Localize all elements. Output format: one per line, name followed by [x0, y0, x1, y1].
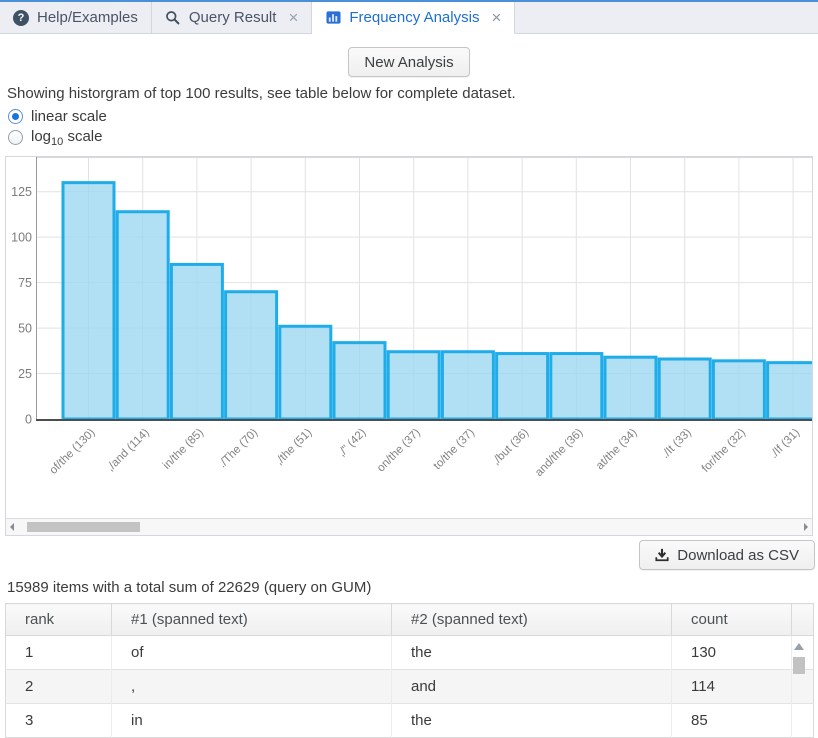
scroll-right-arrow-icon[interactable]: [804, 523, 808, 531]
histogram-bar: [551, 354, 602, 419]
table-cell: 2: [6, 670, 112, 704]
x-tick-label: ,/but (36): [490, 427, 531, 468]
table-cell: in: [112, 704, 392, 738]
x-tick-label: ./If (31): [768, 427, 802, 461]
column-header-scrollbar: [792, 604, 814, 636]
y-tick-label: 0: [25, 413, 32, 427]
linear-scale-label: linear scale: [31, 108, 107, 125]
table-cell: ,: [112, 670, 392, 704]
table-cell: [792, 670, 814, 704]
tab-query-result[interactable]: Query Result ×: [152, 2, 312, 33]
table-cell: the: [392, 704, 672, 738]
log-scale-option[interactable]: log10 scale: [8, 127, 811, 148]
histogram-bar: [442, 352, 493, 419]
histogram-bar: [388, 352, 439, 419]
x-tick-label: and/the (36): [533, 427, 585, 479]
frequency-histogram: 0 25 50 75 100 125 of/the (130),/and (114)in/t…: [6, 157, 812, 518]
x-tick-label: ,/the (51): [273, 427, 314, 468]
scroll-left-arrow-icon[interactable]: [10, 523, 14, 531]
x-tick-label: ,/" (42): [336, 427, 369, 460]
x-tick-label: ./It (33): [660, 427, 694, 461]
log-scale-label: log10 scale: [31, 128, 102, 148]
tab-bar: ?Help/ExamplesQuery Result×Frequency Ana…: [0, 2, 818, 34]
new-analysis-button[interactable]: New Analysis: [348, 47, 469, 77]
summary-text: 15989 items with a total sum of 22629 (q…: [7, 579, 811, 596]
table-vertical-scrollbar[interactable]: [792, 643, 805, 674]
histogram-bar: [659, 359, 710, 419]
download-csv-button[interactable]: Download as CSV: [639, 540, 815, 570]
tab-label: Help/Examples: [37, 9, 138, 26]
download-label: Download as CSV: [677, 547, 799, 564]
bar-chart-icon: [325, 10, 341, 26]
linear-scale-option[interactable]: linear scale: [8, 106, 811, 127]
column-header-2-spanned-text: #2 (spanned text): [392, 604, 672, 636]
radio-selected-icon[interactable]: [8, 109, 23, 124]
scale-options: linear scale log10 scale: [8, 106, 811, 148]
tab-label: Query Result: [189, 9, 277, 26]
x-tick-label: for/the (32): [700, 427, 748, 475]
result-table-wrap: rank#1 (spanned text)#2 (spanned text)co…: [5, 603, 813, 738]
table-cell: and: [392, 670, 672, 704]
column-header-1-spanned-text: #1 (spanned text): [112, 604, 392, 636]
scroll-up-arrow-icon[interactable]: [794, 643, 804, 650]
histogram-bar: [63, 183, 114, 419]
y-tick-label: 75: [18, 276, 32, 290]
table-cell: the: [392, 636, 672, 670]
x-tick-label: to/the (37): [431, 427, 477, 473]
table-scrollbar-thumb[interactable]: [793, 657, 805, 674]
table-cell: 1: [6, 636, 112, 670]
histogram-bar: [605, 357, 656, 419]
table-row[interactable]: 3inthe85: [6, 704, 814, 738]
histogram-bar: [497, 354, 548, 419]
table-header-row: rank#1 (spanned text)#2 (spanned text)co…: [6, 604, 814, 636]
chart-panel: 0 25 50 75 100 125 of/the (130),/and (114)in/t…: [5, 156, 813, 536]
column-header-count: count: [672, 604, 792, 636]
table-cell: 130: [672, 636, 792, 670]
table-cell: 114: [672, 670, 792, 704]
chart-scrollbar-thumb[interactable]: [27, 522, 140, 532]
table-cell: 85: [672, 704, 792, 738]
histogram-bar: [117, 212, 168, 419]
x-tick-label: in/the (85): [161, 427, 206, 472]
histogram-bar: [713, 361, 764, 419]
magnifier-icon: [165, 10, 181, 26]
y-tick-label: 25: [18, 367, 32, 381]
x-tick-label: of/the (130): [48, 427, 98, 477]
y-tick-label: 50: [18, 322, 32, 336]
y-tick-label: 100: [11, 231, 32, 245]
histogram-bar: [334, 343, 385, 419]
result-table: rank#1 (spanned text)#2 (spanned text)co…: [5, 603, 814, 738]
histogram-bar: [171, 264, 222, 419]
chart-horizontal-scrollbar[interactable]: [6, 518, 812, 535]
tab-label: Frequency Analysis: [349, 9, 479, 26]
histogram-bar: [280, 326, 331, 419]
table-row[interactable]: 1ofthe130: [6, 636, 814, 670]
histogram-bar: [226, 292, 277, 419]
radio-unselected-icon[interactable]: [8, 130, 23, 145]
x-tick-label: at/the (34): [594, 427, 640, 473]
y-tick-label: 125: [11, 185, 32, 199]
table-row[interactable]: 2,and114: [6, 670, 814, 704]
download-icon: [655, 548, 669, 562]
table-cell: of: [112, 636, 392, 670]
close-icon[interactable]: ×: [288, 9, 298, 26]
column-header-rank: rank: [6, 604, 112, 636]
tab-help-examples[interactable]: ? Help/Examples: [0, 2, 152, 33]
close-icon[interactable]: ×: [491, 9, 501, 26]
description-text: Showing historgram of top 100 results, s…: [7, 85, 811, 102]
download-row: Download as CSV: [0, 540, 815, 570]
table-cell: 3: [6, 704, 112, 738]
x-tick-label: ,/and (114): [105, 427, 152, 474]
tab-frequency-analysis[interactable]: Frequency Analysis ×: [312, 2, 515, 34]
x-tick-label: ./The (70): [216, 427, 260, 471]
x-tick-label: on/the (37): [375, 427, 423, 475]
help-circle-icon: ?: [13, 10, 29, 26]
table-cell: [792, 704, 814, 738]
toolbar: New Analysis: [0, 47, 818, 77]
histogram-bar: [768, 363, 812, 419]
